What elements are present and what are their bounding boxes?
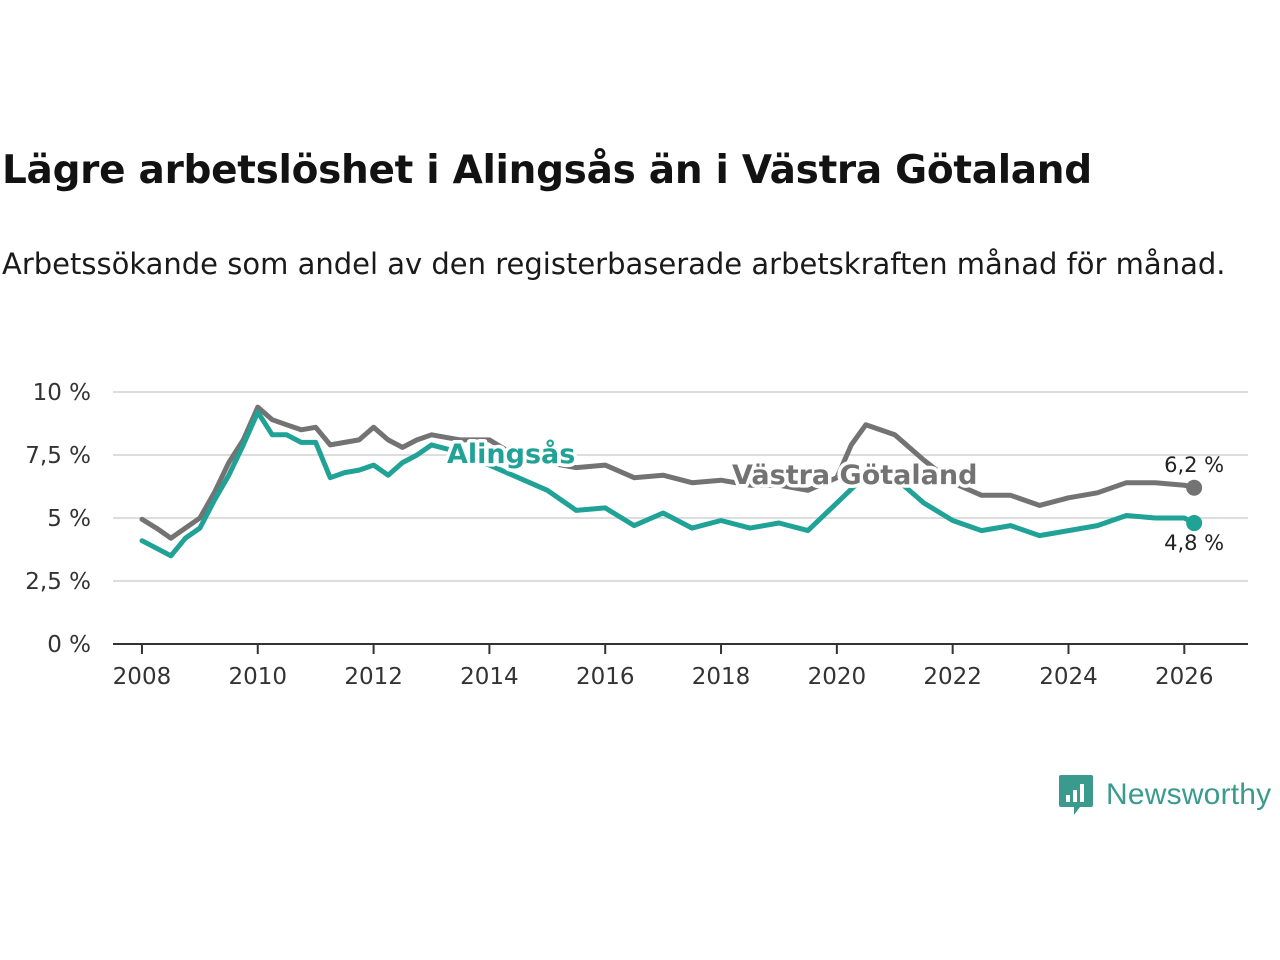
x-tick-label: 2022 [923,664,982,690]
end-point-västra-götaland [1186,479,1203,496]
newsworthy-logo: Newsworthy [1058,773,1271,817]
y-tick-label: 2,5 % [25,569,91,595]
series-lines [139,404,1197,559]
grid-lines [113,391,1248,582]
series-label-alingsas-halo: Alingsås [447,438,575,470]
y-tick-label: 7,5 % [25,443,91,469]
axes: 0 % 2,5 % 5 % 7,5 % 10 % 2008 2010 2012 2014 2016… [25,380,1248,690]
series-label-vastra-gotaland-halo: Västra Götaland [732,460,977,491]
y-tick-label: 5 % [47,506,91,532]
x-tick-label: 2024 [1039,664,1098,690]
bar-chart-speech-bubble-icon [1059,775,1093,815]
x-tick-label: 2010 [228,664,287,690]
x-tick-label: 2012 [344,664,403,690]
series-line-västra-götaland [139,404,1197,541]
chart-subtitle: Arbetssökande som andel av den registerb… [2,247,1226,281]
brand-name: Newsworthy [1106,778,1272,811]
x-tick-label: 2020 [808,664,867,690]
end-point-alingsås [1186,515,1203,532]
y-tick-label: 0 % [47,632,91,658]
series-line-alingsås [139,409,1197,559]
end-value-label-alingsas: 4,8 % [1164,531,1224,555]
x-tick-label: 2016 [576,664,635,690]
series-label-vastra-gotaland: Västra Götaland [732,460,977,491]
series-label-alingsas: Alingsås [447,438,575,470]
x-tick-label: 2026 [1155,664,1214,690]
chart-title: Lägre arbetslöshet i Alingsås än i Västr… [2,148,1092,193]
end-value-label-vastra-gotaland: 6,2 % [1164,453,1224,477]
x-tick-label: 2008 [113,664,172,690]
x-tick-label: 2018 [692,664,751,690]
x-tick-label: 2014 [460,664,519,690]
y-tick-label: 10 % [33,380,91,406]
